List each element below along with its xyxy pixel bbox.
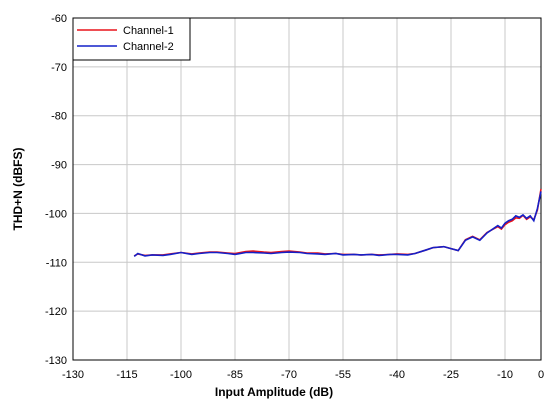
plot-frame <box>72 17 542 361</box>
x-tick-label: -10 <box>497 369 513 381</box>
y-axis-label: THD+N (dBFS) <box>11 148 25 231</box>
x-tick-label: -55 <box>335 369 351 381</box>
x-tick-label: -25 <box>443 369 459 381</box>
y-tick-label: -120 <box>45 306 67 318</box>
x-tick-label: -85 <box>227 369 243 381</box>
y-tick-label: -130 <box>45 355 67 367</box>
legend-label: Channel-1 <box>123 25 174 37</box>
x-tick-label: -70 <box>281 369 297 381</box>
y-tick-label: -80 <box>51 111 67 123</box>
x-tick-label: -40 <box>389 369 405 381</box>
y-tick-label: -60 <box>51 13 67 25</box>
x-tick-label: -115 <box>116 369 137 381</box>
x-axis-label: Input Amplitude (dB) <box>215 385 333 399</box>
x-tick-label: -130 <box>62 369 84 381</box>
x-tick-label: 0 <box>538 369 544 381</box>
data-line <box>133 188 542 257</box>
y-tick-label: -110 <box>46 257 67 269</box>
y-tick-label: -70 <box>51 62 67 74</box>
y-tick-label: -90 <box>51 160 67 172</box>
x-tick-label: -100 <box>170 369 192 381</box>
data-line <box>133 191 542 258</box>
legend-label: Channel-2 <box>123 41 174 53</box>
legend-box <box>72 17 191 61</box>
y-tick-label: -100 <box>45 208 67 220</box>
